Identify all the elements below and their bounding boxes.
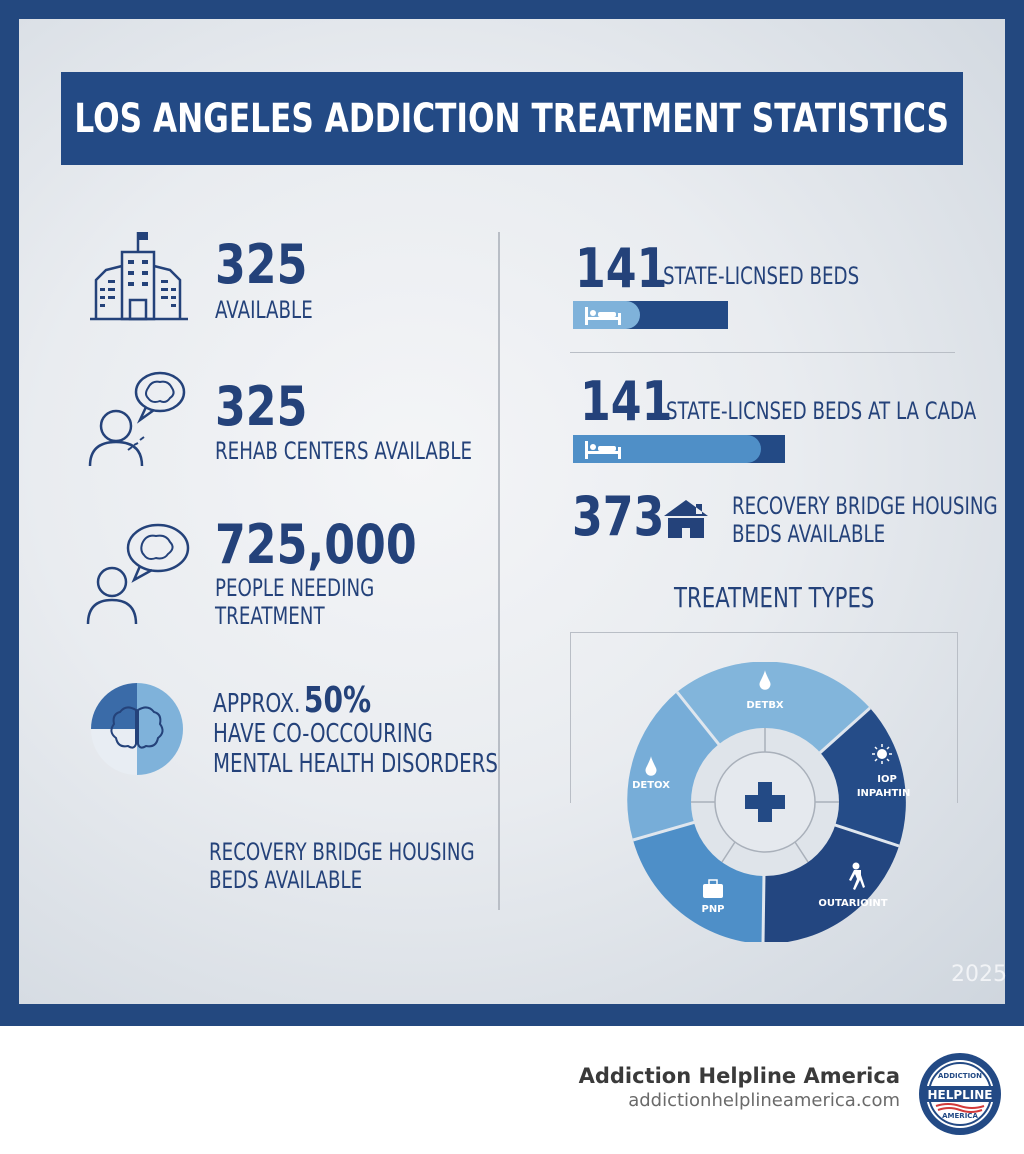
beds-bar (573, 301, 728, 329)
year-label: 2025 (951, 962, 1007, 987)
treatment-frame (570, 632, 958, 803)
column-divider (498, 232, 500, 910)
stat-value: 725,000 (215, 513, 417, 576)
droplet-icon (759, 670, 771, 690)
page-title: LOS ANGELES ADDICTION TREATMENT STATISTI… (74, 95, 950, 142)
stat-label-line2: MENTAL HEALTH DISORDERS (213, 749, 498, 779)
stat-value: 141 (580, 370, 673, 433)
helpline-logo: HELPLINE ADDICTION AMERICA (919, 1053, 1001, 1135)
stat-label-line2: BEDS AVAILABLE (732, 520, 886, 548)
stat-label: STATE-LICNSED BEDS AT LA CADA (666, 397, 977, 425)
person-brain-icon (88, 371, 186, 467)
building-icon (90, 232, 188, 321)
segment-label: INPAHTINT (857, 788, 910, 799)
stat-facilities: 325 AVAILABLE (215, 233, 344, 325)
sun-icon (872, 744, 892, 764)
la-cada-beds-bar (573, 435, 785, 463)
stat-value: 141 (575, 237, 668, 300)
stat-label: AVAILABLE (215, 296, 313, 324)
stat-co-occurring: APPROX. 50% HAVE CO-OCCOURING MENTAL HEA… (213, 680, 588, 779)
logo-band-text: HELPLINE (927, 1088, 992, 1102)
brain-pie-icon (91, 683, 183, 775)
briefcase-icon (703, 879, 723, 898)
logo-top-text: ADDICTION (938, 1072, 982, 1080)
medical-cross-icon (745, 782, 785, 822)
stat-label-line2: TREATMENT (215, 602, 325, 630)
stat-rehab-centers: 325 REHAB CENTERS AVAILABLE (215, 375, 553, 466)
segment-label: PNP (701, 904, 724, 915)
stat-label-line1: HAVE CO-OCCOURING (213, 719, 433, 749)
stat-state-licensed-beds: 141 STATE-LICNSED BEDS (575, 242, 921, 296)
stat-value: 373 (572, 485, 665, 548)
title-banner: LOS ANGELES ADDICTION TREATMENT STATISTI… (61, 72, 963, 165)
stat-people-needing-treatment: 725,000 PEOPLE NEEDING TREATMENT (215, 513, 461, 631)
note-line1: RECOVERY BRIDGE HOUSING (209, 838, 475, 866)
stat-value: 325 (215, 233, 308, 296)
house-icon (664, 500, 708, 538)
stat-value: 325 (215, 375, 308, 438)
footer-url[interactable]: addictionhelplineamerica.com (628, 1090, 900, 1111)
segment-label: DETOX (632, 780, 670, 791)
person-brain-icon (86, 523, 190, 625)
treatment-types-heading-wrap: TREATMENT TYPES (674, 582, 938, 614)
droplet-icon (645, 756, 657, 776)
bed-icon (585, 307, 621, 325)
treatment-types-heading: TREATMENT TYPES (674, 581, 875, 614)
treatment-wheel: DETBX IOP INPAHTINT OUTARIOINT PNP DETOX (627, 662, 910, 942)
segment-label: DETBX (746, 700, 784, 711)
left-footer-note: RECOVERY BRIDGE HOUSING BEDS AVAILABLE (209, 838, 559, 894)
stat-label: STATE-LICNSED BEDS (663, 262, 860, 290)
stat-la-cada-beds: 141 STATE-LICNSED BEDS AT LA CADA (580, 375, 1024, 429)
segment-label: IOP (877, 774, 897, 785)
stat-value: 50% (303, 680, 372, 721)
bed-icon (585, 441, 621, 459)
segment-label: OUTARIOINT (818, 898, 887, 909)
stat-label-line1: RECOVERY BRIDGE HOUSING (732, 492, 998, 520)
stat-label: REHAB CENTERS AVAILABLE (215, 437, 473, 465)
logo-bottom-text: AMERICA (942, 1112, 978, 1120)
stat-prefix: APPROX. (213, 689, 301, 719)
section-divider (570, 352, 955, 353)
note-line2: BEDS AVAILABLE (209, 866, 363, 894)
walking-person-icon (849, 862, 865, 890)
stat-label-line1: PEOPLE NEEDING (215, 574, 375, 602)
footer-org-name: Addiction Helpline America (578, 1064, 900, 1088)
